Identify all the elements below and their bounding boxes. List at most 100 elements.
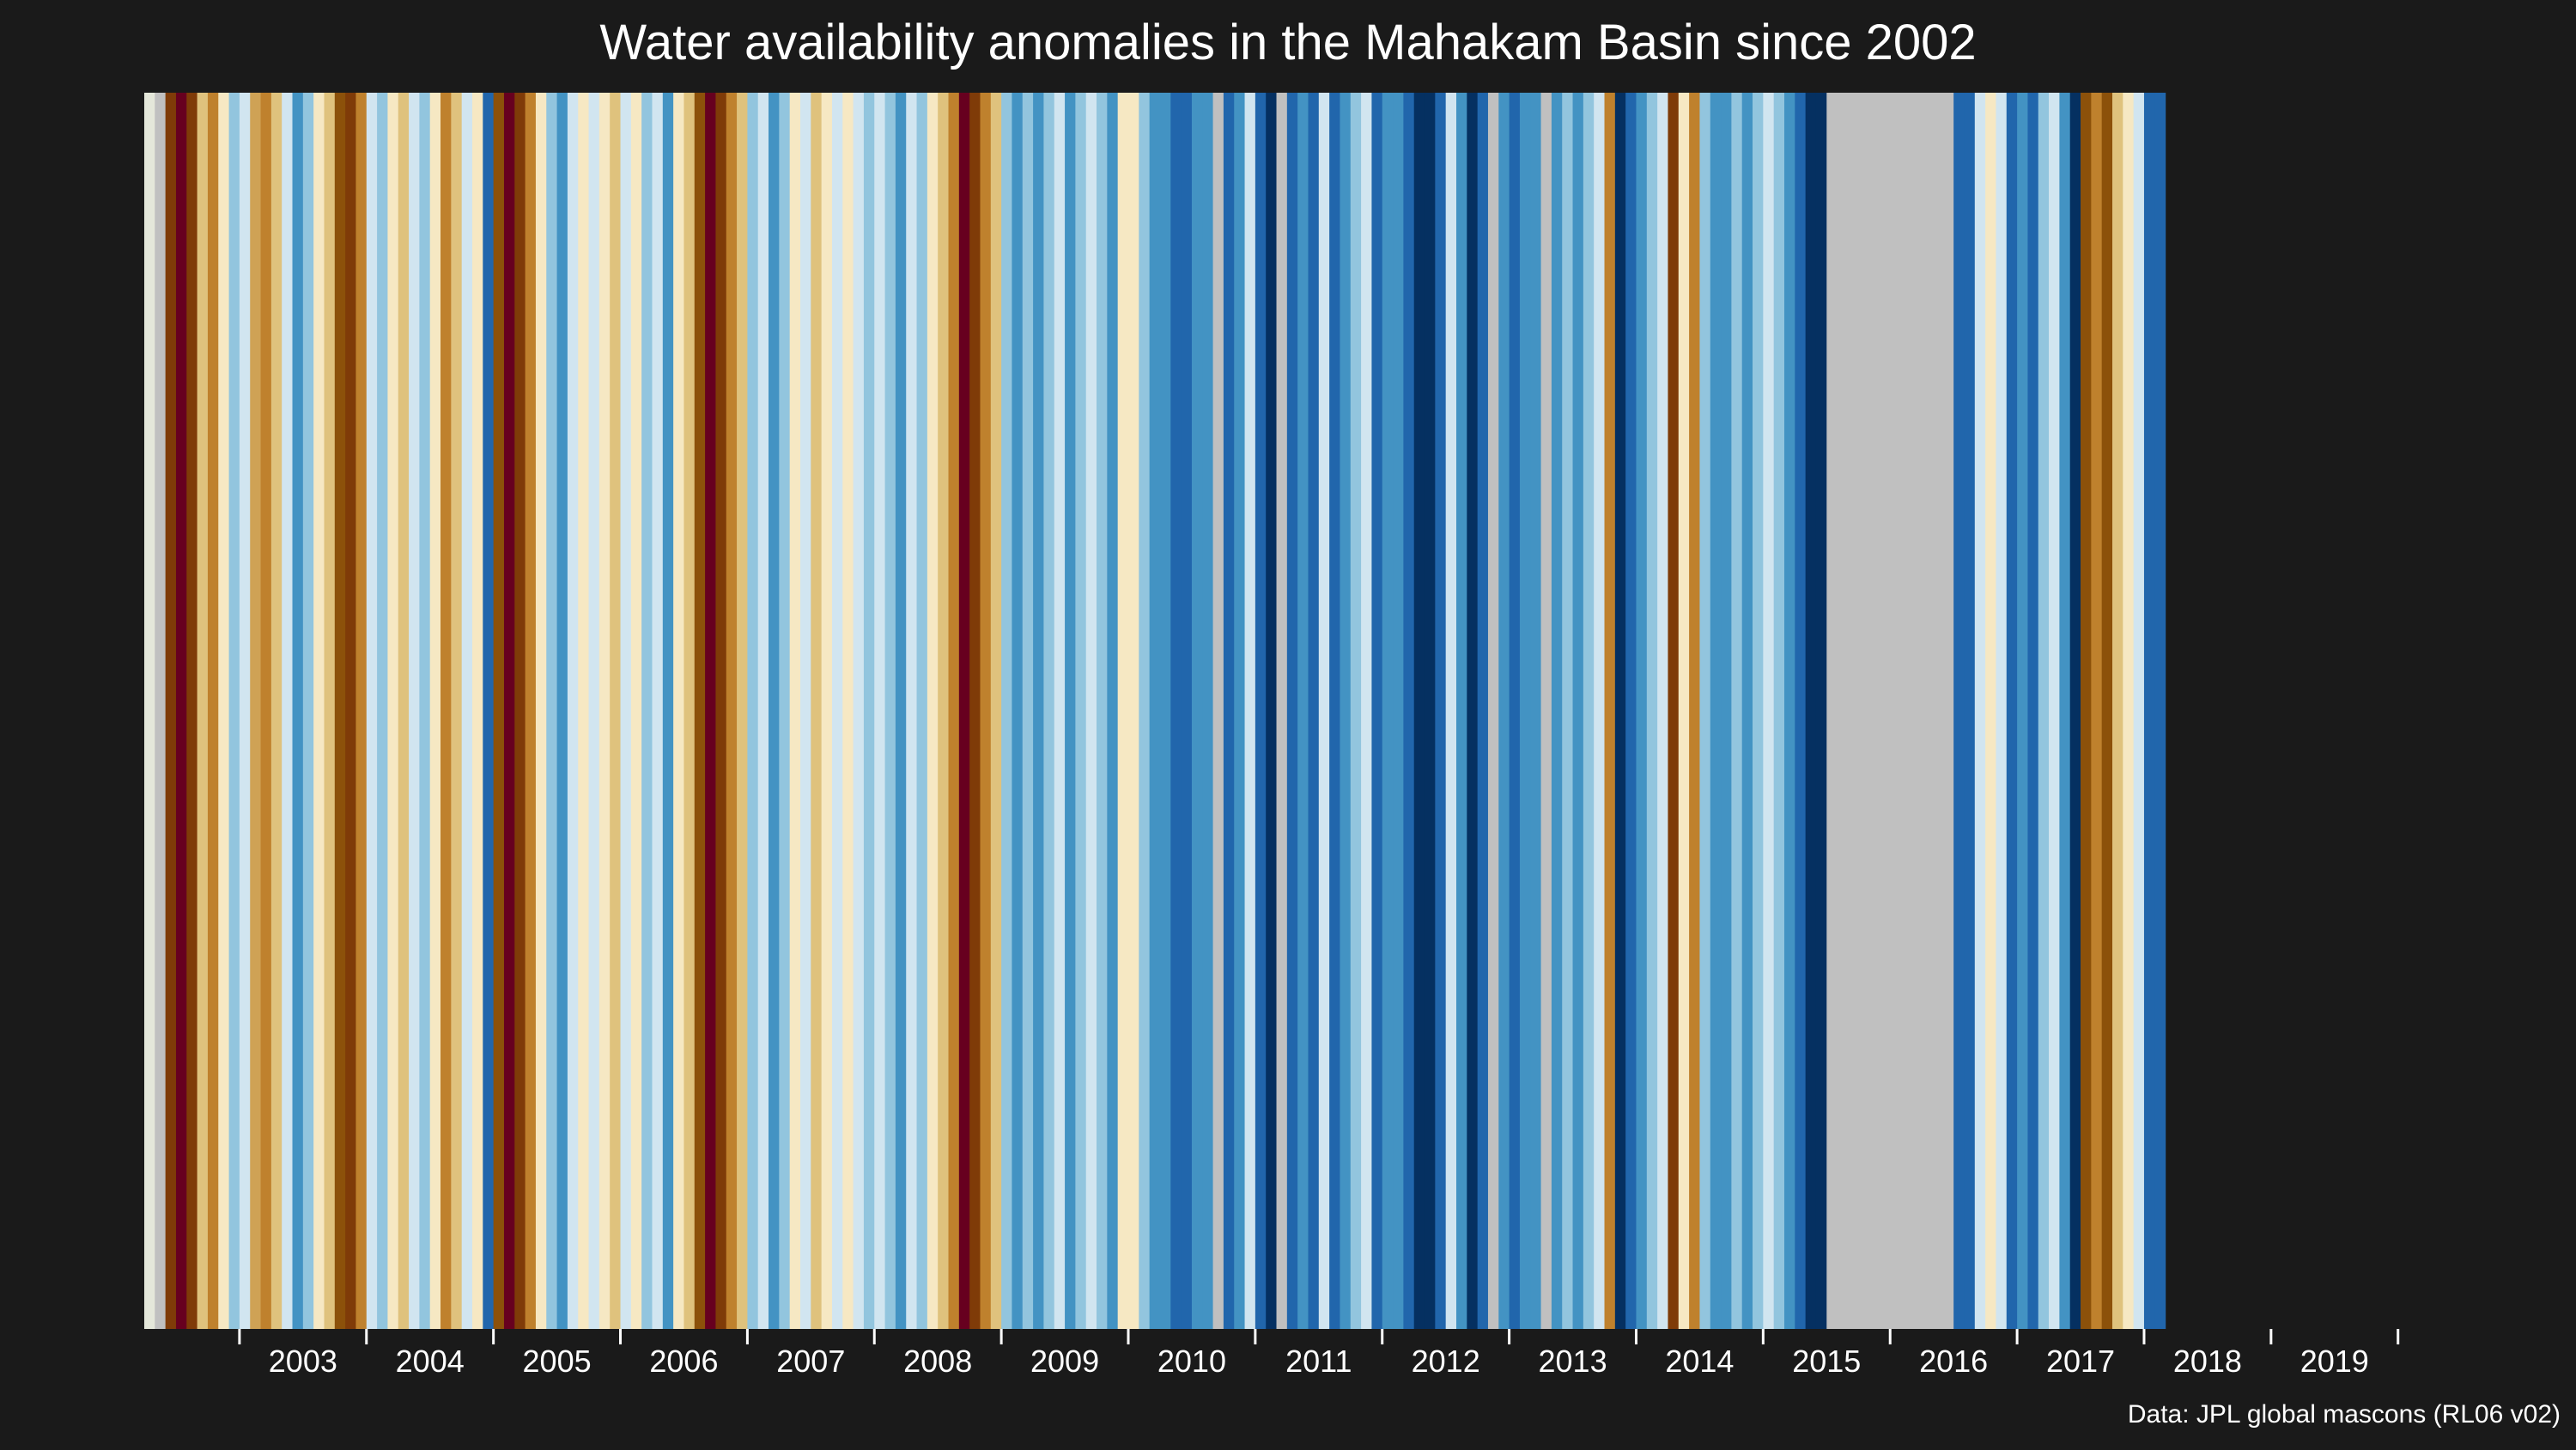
stripe-2005-12 — [610, 93, 622, 1329]
stripe-2009-11 — [1107, 93, 1119, 1329]
stripe-2010-01 — [1128, 93, 1139, 1329]
stripe-2002-08 — [186, 93, 198, 1329]
stripe-2006-03 — [641, 93, 653, 1329]
stripe-2002-12 — [228, 93, 240, 1329]
stripe-2008-08 — [948, 93, 960, 1329]
stripe-2008-06 — [927, 93, 939, 1329]
stripe-2008-04 — [906, 93, 918, 1329]
stripe-2011-09 — [1340, 93, 1352, 1329]
stripe-2010-11 — [1234, 93, 1246, 1329]
stripe-2006-06 — [673, 93, 685, 1329]
x-tick-label: 2012 — [1412, 1344, 1480, 1379]
stripe-2014-11 — [1741, 93, 1753, 1329]
stripe-2013-08 — [1583, 93, 1595, 1329]
stripe-2015-04 — [1795, 93, 1807, 1329]
stripe-2014-10 — [1731, 93, 1743, 1329]
stripe-2003-09 — [324, 93, 336, 1329]
stripe-2016-12 — [2006, 93, 2018, 1329]
stripe-2011-08 — [1329, 93, 1341, 1329]
stripe-2014-05 — [1678, 93, 1690, 1329]
stripe-2004-05 — [409, 93, 420, 1329]
stripe-2005-11 — [598, 93, 611, 1329]
stripe-2016-05 — [1932, 93, 1944, 1329]
stripe-2003-05 — [282, 93, 294, 1329]
stripe-2002-06 — [165, 93, 177, 1329]
stripe-2016-04 — [1922, 93, 1934, 1329]
stripe-2015-10 — [1858, 93, 1870, 1329]
stripe-2002-07 — [175, 93, 187, 1329]
stripe-2015-11 — [1868, 93, 1880, 1329]
stripe-2016-06 — [1942, 93, 1954, 1329]
stripe-2017-07 — [2081, 93, 2092, 1329]
stripe-2007-04 — [779, 93, 791, 1329]
stripe-2010-04 — [1159, 93, 1171, 1329]
stripe-2005-04 — [525, 93, 537, 1329]
stripe-2011-06 — [1308, 93, 1320, 1329]
x-tick-label: 2014 — [1665, 1344, 1734, 1379]
stripe-2003-07 — [302, 93, 314, 1329]
stripe-2007-06 — [800, 93, 811, 1329]
stripe-2013-05 — [1551, 93, 1563, 1329]
stripe-2006-02 — [630, 93, 642, 1329]
stripe-2003-12 — [355, 93, 368, 1329]
stripe-2016-10 — [1985, 93, 1997, 1329]
x-tick-label: 2006 — [649, 1344, 718, 1379]
stripe-2005-07 — [556, 93, 568, 1329]
stripe-2003-06 — [292, 93, 304, 1329]
x-tick-label: 2013 — [1539, 1344, 1607, 1379]
x-tick-label: 2011 — [1285, 1344, 1352, 1379]
stripe-2011-04 — [1286, 93, 1298, 1329]
stripe-2011-01 — [1255, 93, 1267, 1329]
stripe-2015-06 — [1815, 93, 1827, 1329]
stripe-2013-06 — [1562, 93, 1574, 1329]
stripe-2012-03 — [1403, 93, 1415, 1329]
stripe-2017-10 — [2112, 93, 2123, 1329]
stripe-2007-01 — [747, 93, 759, 1329]
chart-title: Water availability anomalies in the Maha… — [599, 15, 1977, 70]
stripe-2009-05 — [1043, 93, 1055, 1329]
x-tick-label: 2003 — [269, 1344, 337, 1379]
x-tick-label: 2017 — [2046, 1344, 2115, 1379]
stripe-2017-04 — [2049, 93, 2060, 1329]
stripe-2012-02 — [1393, 93, 1404, 1329]
stripe-2015-03 — [1784, 93, 1795, 1329]
stripe-2007-12 — [863, 93, 875, 1329]
stripe-2014-04 — [1668, 93, 1680, 1329]
stripe-2004-02 — [377, 93, 389, 1329]
x-tick-label: 2018 — [2173, 1344, 2242, 1379]
stripe-2010-07 — [1191, 93, 1203, 1329]
x-tick-label: 2007 — [776, 1344, 845, 1379]
stripe-2009-04 — [1033, 93, 1045, 1329]
stripe-2008-03 — [895, 93, 907, 1329]
stripe-2007-10 — [842, 93, 854, 1329]
stripe-2012-09 — [1467, 93, 1479, 1329]
stripe-2006-09 — [705, 93, 717, 1329]
stripe-2002-04 — [144, 93, 155, 1329]
stripe-2003-10 — [334, 93, 346, 1329]
stripe-2009-09 — [1085, 93, 1097, 1329]
stripe-2014-02 — [1646, 93, 1658, 1329]
stripe-2008-02 — [884, 93, 896, 1329]
stripe-2004-06 — [419, 93, 431, 1329]
stripe-2006-05 — [662, 93, 674, 1329]
stripe-2004-07 — [429, 93, 441, 1329]
stripe-2016-02 — [1900, 93, 1912, 1329]
stripe-2007-09 — [831, 93, 843, 1329]
stripe-2016-08 — [1964, 93, 1976, 1329]
stripe-2015-07 — [1826, 93, 1838, 1329]
stripe-2018-02 — [2154, 93, 2166, 1329]
stripe-2008-05 — [916, 93, 928, 1329]
x-tick-label: 2009 — [1030, 1344, 1099, 1379]
stripe-2006-11 — [726, 93, 738, 1329]
stripe-2009-06 — [1054, 93, 1066, 1329]
stripe-2014-12 — [1753, 93, 1764, 1329]
stripe-2014-03 — [1657, 93, 1669, 1329]
stripe-2010-03 — [1149, 93, 1161, 1329]
stripe-2010-06 — [1181, 93, 1193, 1329]
stripe-2015-08 — [1837, 93, 1849, 1329]
stripe-2011-11 — [1361, 93, 1373, 1329]
stripe-2018-01 — [2143, 93, 2155, 1329]
stripe-2008-01 — [874, 93, 886, 1329]
stripe-2012-06 — [1435, 93, 1447, 1329]
